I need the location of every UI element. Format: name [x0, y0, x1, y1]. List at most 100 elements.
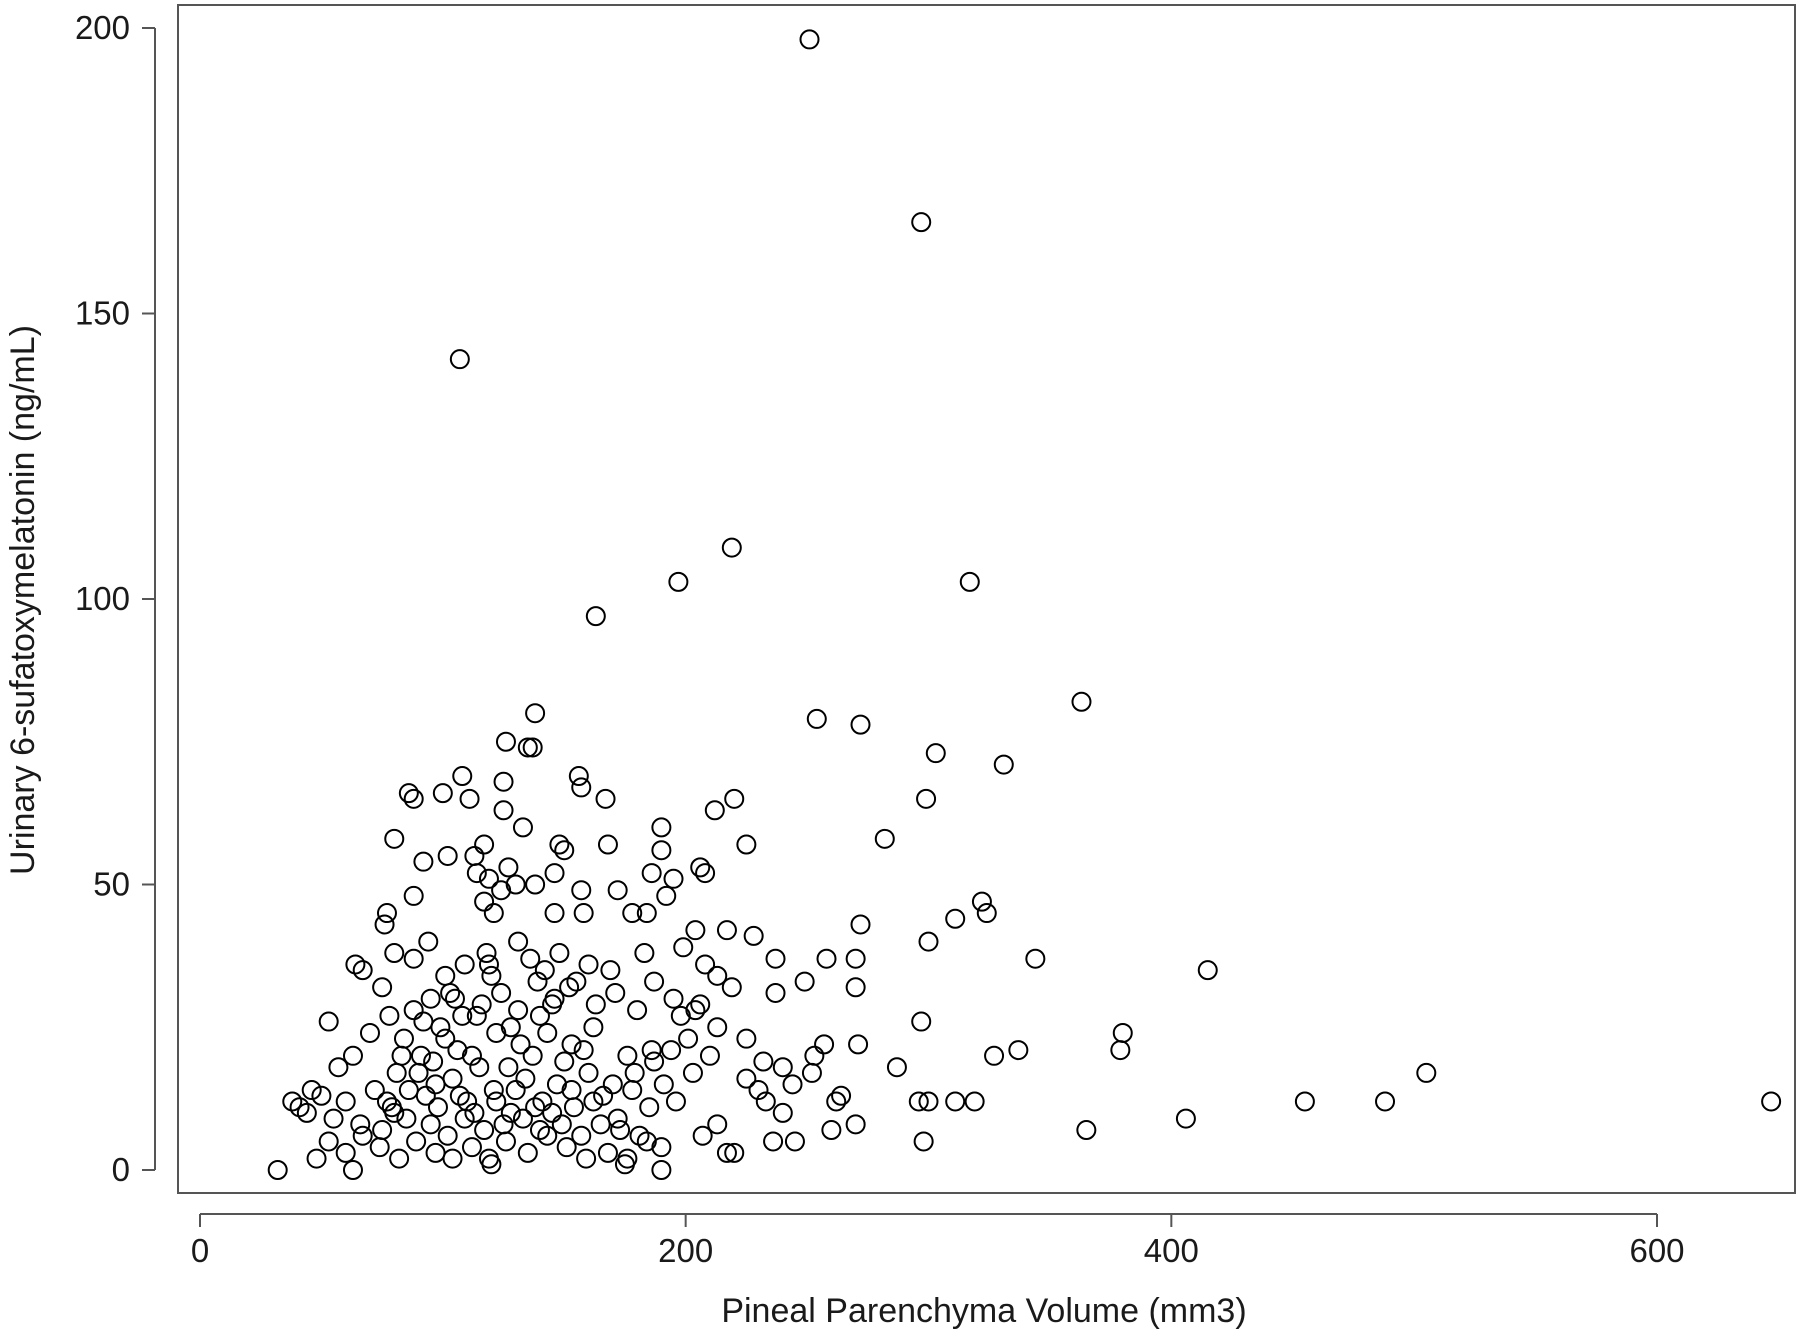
data-point	[454, 954, 475, 975]
data-point	[716, 1142, 737, 1163]
y-tick-label: 100	[75, 580, 130, 617]
data-point	[406, 1131, 427, 1152]
data-point	[495, 1131, 516, 1152]
data-point	[267, 1160, 288, 1180]
data-point	[614, 1154, 635, 1175]
data-point	[306, 1148, 327, 1169]
data-point	[403, 1000, 424, 1021]
data-point	[627, 1000, 648, 1021]
data-point	[374, 914, 395, 935]
data-point	[534, 960, 555, 981]
data-point	[510, 1034, 531, 1055]
data-point	[799, 29, 820, 50]
data-point	[651, 1137, 672, 1158]
data-point	[707, 965, 728, 986]
data-point	[1416, 1062, 1437, 1083]
data-point	[663, 868, 684, 889]
data-point	[1076, 1120, 1097, 1141]
data-point	[782, 1074, 803, 1095]
data-point	[573, 1040, 594, 1061]
data-point	[721, 537, 742, 558]
data-point	[1110, 1040, 1131, 1061]
data-point	[1294, 1091, 1315, 1112]
data-point	[376, 903, 397, 924]
data-point	[449, 349, 470, 370]
data-point	[442, 1148, 463, 1169]
data-point	[318, 1131, 339, 1152]
data-point	[556, 1137, 577, 1158]
data-point	[561, 1034, 582, 1055]
data-point	[430, 1017, 451, 1038]
data-point	[724, 788, 745, 809]
data-point	[466, 863, 487, 884]
data-point	[617, 1045, 638, 1066]
data-point	[748, 1080, 769, 1101]
data-point	[376, 1091, 397, 1112]
data-point	[850, 914, 871, 935]
data-point	[461, 1137, 482, 1158]
data-point	[578, 954, 599, 975]
data-point	[486, 1091, 507, 1112]
data-point	[352, 1125, 373, 1146]
data-point	[916, 788, 937, 809]
data-point	[461, 1045, 482, 1066]
data-point	[466, 1005, 487, 1026]
data-point	[384, 943, 405, 964]
data-point	[335, 1091, 356, 1112]
data-point	[495, 731, 516, 752]
data-point	[452, 1005, 473, 1026]
data-point	[425, 1142, 446, 1163]
data-point	[328, 1057, 349, 1078]
data-point	[597, 834, 618, 855]
data-point	[976, 903, 997, 924]
data-point	[549, 834, 570, 855]
data-point	[656, 885, 677, 906]
data-point	[644, 971, 665, 992]
data-point	[282, 1091, 303, 1112]
data-point	[607, 880, 628, 901]
data-point	[692, 1125, 713, 1146]
data-point	[551, 1114, 572, 1135]
data-point	[527, 971, 548, 992]
data-point	[707, 1017, 728, 1038]
data-point	[600, 960, 621, 981]
data-point	[435, 1028, 456, 1049]
data-point	[845, 948, 866, 969]
data-point	[505, 874, 526, 895]
data-point	[585, 606, 606, 627]
data-point	[1197, 960, 1218, 981]
data-point	[542, 994, 563, 1015]
data-point	[639, 1097, 660, 1118]
data-point	[464, 845, 485, 866]
data-point	[1375, 1091, 1396, 1112]
data-point	[651, 840, 672, 861]
data-point	[641, 863, 662, 884]
data-point	[678, 1028, 699, 1049]
data-point	[444, 988, 465, 1009]
data-point	[636, 1131, 657, 1152]
data-point	[814, 1034, 835, 1055]
data-point	[561, 1080, 582, 1101]
data-point	[418, 931, 439, 952]
data-point	[447, 1040, 468, 1061]
data-point	[993, 754, 1014, 775]
data-point	[765, 948, 786, 969]
data-point	[323, 1108, 344, 1129]
data-point	[440, 982, 461, 1003]
data-point	[583, 1017, 604, 1038]
data-point	[364, 1080, 385, 1101]
data-point	[554, 840, 575, 861]
data-point	[772, 1057, 793, 1078]
data-point	[437, 1125, 458, 1146]
data-point	[474, 1120, 495, 1141]
data-point	[848, 1034, 869, 1055]
data-point	[651, 1160, 672, 1180]
data-point	[690, 857, 711, 878]
data-point	[342, 1045, 363, 1066]
data-point	[597, 1142, 618, 1163]
data-point	[512, 1108, 533, 1129]
data-point	[352, 960, 373, 981]
data-point	[1761, 1091, 1782, 1112]
data-point	[850, 714, 871, 735]
